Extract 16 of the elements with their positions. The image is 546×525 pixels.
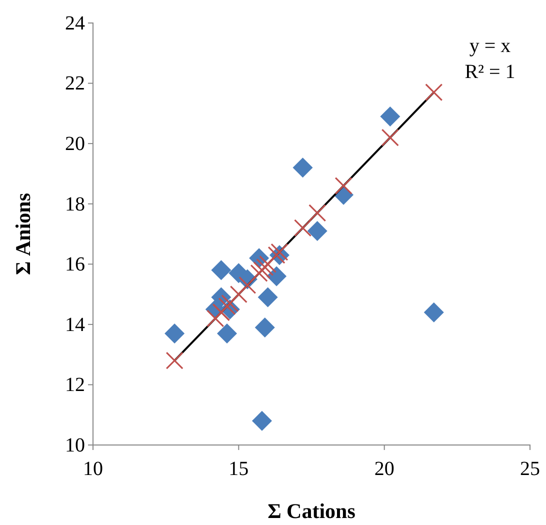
y-tick-label: 22 [65, 72, 85, 95]
y-axis-title: Σ Anions [11, 192, 35, 276]
annotation: y = x [469, 35, 511, 57]
x-tick-label: 20 [374, 458, 394, 480]
x-tick-label: 15 [228, 458, 249, 480]
x-tick-label: 25 [520, 458, 540, 480]
x-tick-label: 10 [83, 458, 103, 480]
y-tick-label: 20 [65, 132, 85, 155]
y-tick-label: 16 [65, 254, 85, 276]
y-tick-label: 14 [65, 314, 85, 336]
y-tick-label: 18 [65, 193, 85, 216]
y-tick-label: 12 [65, 374, 85, 396]
x-axis-title: Σ Cations [268, 499, 356, 523]
annotation: R² = 1 [464, 61, 516, 83]
y-tick-label: 24 [65, 12, 85, 34]
y-tick-label: 10 [65, 434, 85, 456]
